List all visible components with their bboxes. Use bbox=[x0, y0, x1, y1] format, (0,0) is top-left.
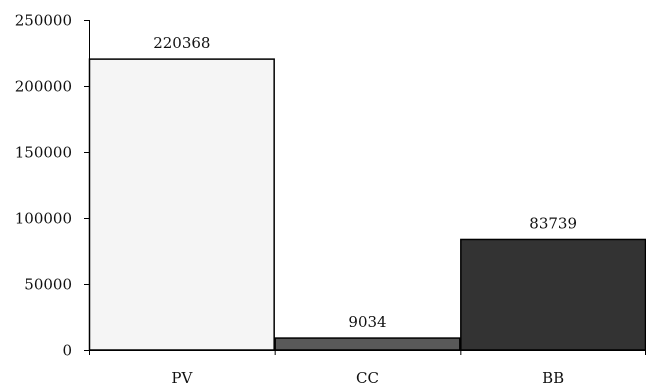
x-tick-label: CC bbox=[356, 369, 379, 386]
data-label: 220368 bbox=[153, 34, 210, 52]
bars: 220368 9034 83739 bbox=[88, 34, 646, 351]
bar-pv bbox=[88, 58, 275, 351]
y-tick-label: 100000 bbox=[15, 210, 72, 228]
y-tick-label: 0 bbox=[62, 342, 72, 360]
data-label: 9034 bbox=[348, 313, 386, 331]
bar-bb bbox=[460, 238, 646, 351]
y-tick-label: 250000 bbox=[15, 12, 72, 30]
x-tick-label: PV bbox=[171, 369, 193, 386]
bar-cc bbox=[274, 337, 461, 351]
x-tick-label: BB bbox=[542, 369, 564, 386]
y-tick-label: 50000 bbox=[24, 276, 72, 294]
x-axis: PV CC BB bbox=[89, 350, 646, 386]
y-axis: 0 50000 100000 150000 200000 250000 bbox=[15, 12, 90, 360]
y-tick-label: 200000 bbox=[15, 78, 72, 96]
data-label: 83739 bbox=[529, 214, 577, 232]
y-tick-label: 150000 bbox=[15, 144, 72, 162]
